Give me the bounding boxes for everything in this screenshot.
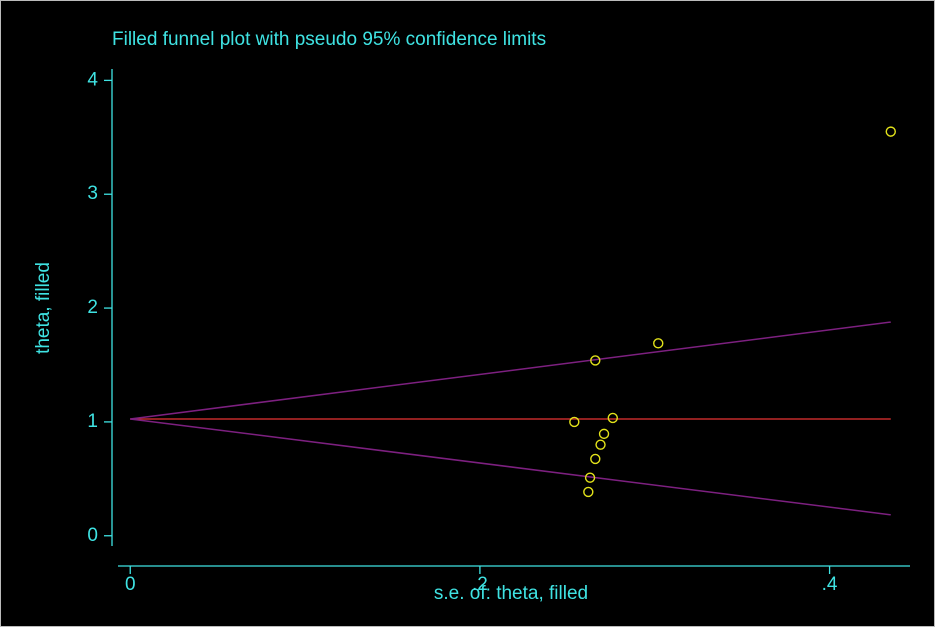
point <box>590 355 601 366</box>
point <box>584 472 596 483</box>
x-tick-label: .4 <box>822 574 838 595</box>
point <box>583 486 594 498</box>
chart-title: Filled funnel plot with pseudo 95% confi… <box>112 29 546 50</box>
x-tick-label: .2 <box>472 574 488 595</box>
point <box>590 453 601 465</box>
point <box>653 338 664 349</box>
point <box>607 412 618 424</box>
point <box>569 416 580 428</box>
y-axis-label: theta, filled <box>33 262 54 354</box>
point <box>598 428 610 440</box>
y-tick-label: 4 <box>87 69 98 90</box>
point <box>885 126 896 137</box>
y-tick-label: 3 <box>87 183 98 204</box>
x-axis-label: s.e. of: theta, filled <box>434 583 588 604</box>
funnel-line <box>130 321 891 420</box>
y-tick-label: 0 <box>87 525 98 546</box>
point <box>595 439 606 450</box>
funnel-line <box>130 418 891 516</box>
x-tick-label: 0 <box>125 574 136 595</box>
y-tick-label: 2 <box>87 297 98 318</box>
y-tick-label: 1 <box>87 411 98 432</box>
